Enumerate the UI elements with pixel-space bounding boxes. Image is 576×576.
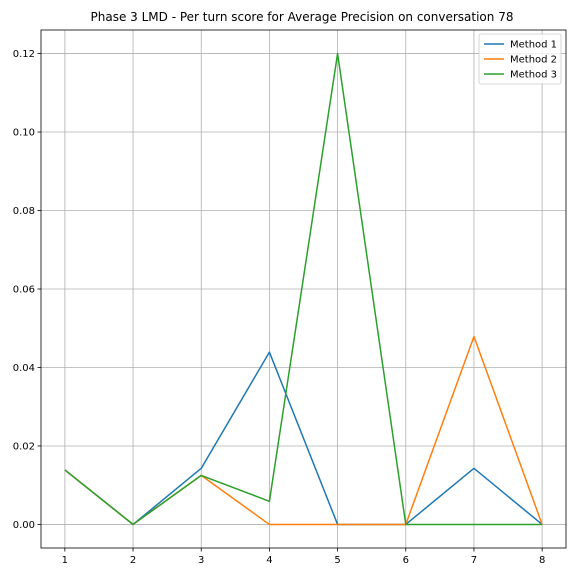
y-tick-label: 0.00 xyxy=(13,520,35,531)
axis-ticks: 1 2 3 4 5 6 7 8 0.00 0.02 0.04 0.06 0.08 0.10 0.12 xyxy=(13,49,546,566)
grid xyxy=(41,30,566,548)
y-tick-label: 0.08 xyxy=(13,206,35,217)
y-tick-label: 0.10 xyxy=(13,128,35,139)
legend-box xyxy=(478,33,562,85)
chart-title: Phase 3 LMD - Per turn score for Average… xyxy=(91,10,514,24)
x-tick-label: 2 xyxy=(130,555,136,566)
y-tick-label: 0.02 xyxy=(13,441,35,452)
series-line-method-1 xyxy=(64,351,543,526)
y-tick-label: 0.04 xyxy=(13,363,35,374)
y-tick-label: 0.12 xyxy=(13,49,35,60)
series-lines xyxy=(64,52,543,526)
series-line-method-3 xyxy=(64,52,543,526)
x-tick-label: 4 xyxy=(266,555,272,566)
x-tick-label: 5 xyxy=(334,555,340,566)
x-tick-label: 6 xyxy=(403,555,409,566)
legend-label: Method 1 xyxy=(510,40,557,51)
x-tick-label: 7 xyxy=(471,555,477,566)
x-tick-label: 3 xyxy=(198,555,204,566)
x-tick-label: 8 xyxy=(539,555,545,566)
legend-label: Method 3 xyxy=(510,70,557,81)
y-tick-label: 0.06 xyxy=(13,285,35,296)
x-tick-label: 1 xyxy=(62,555,68,566)
legend-label: Method 2 xyxy=(510,55,557,66)
series-line-method-2 xyxy=(64,335,543,526)
legend: Method 1 Method 2 Method 3 xyxy=(478,33,562,85)
